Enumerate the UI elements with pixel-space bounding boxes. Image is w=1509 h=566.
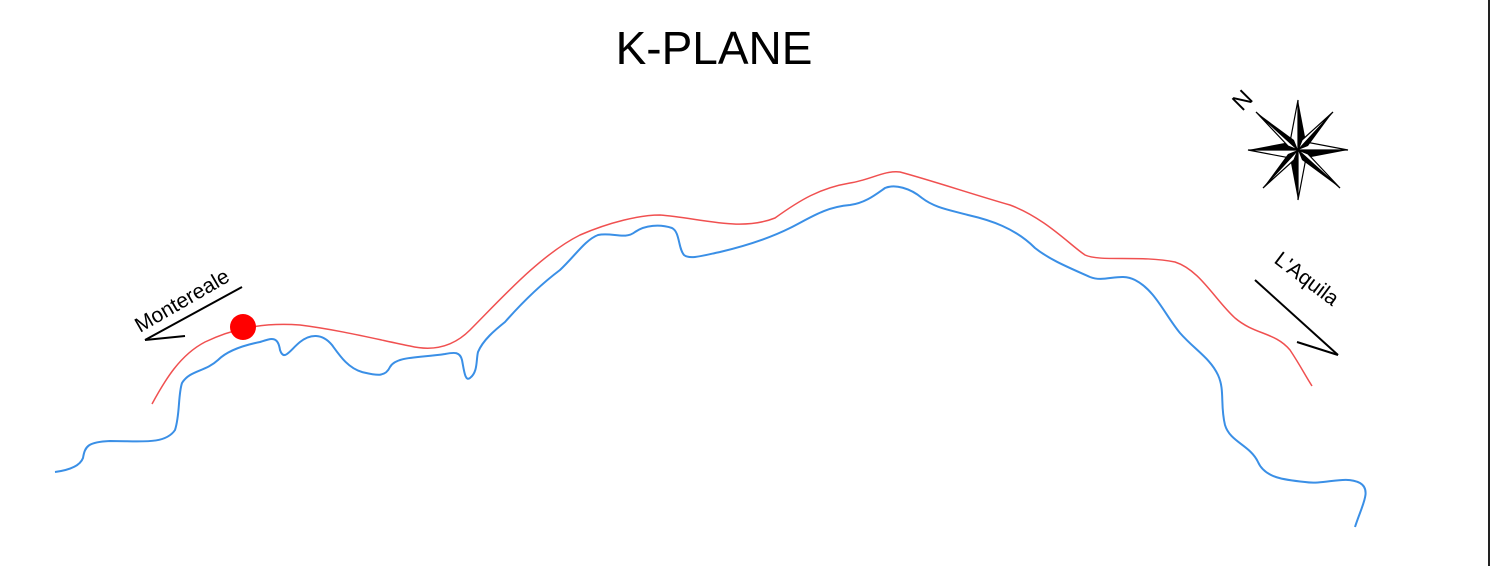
north-label: N xyxy=(1227,85,1258,116)
map-title: K-PLANE xyxy=(616,22,813,74)
laquila-label: L'Aquila xyxy=(1270,248,1343,311)
compass-rose-icon: N xyxy=(1227,85,1349,201)
site-marker xyxy=(230,314,256,340)
road-line xyxy=(151,171,1313,405)
montereale-direction: Montereale xyxy=(131,265,243,341)
river-line xyxy=(54,185,1367,528)
laquila-direction: L'Aquila xyxy=(1254,248,1343,356)
frame-border xyxy=(1488,0,1490,566)
